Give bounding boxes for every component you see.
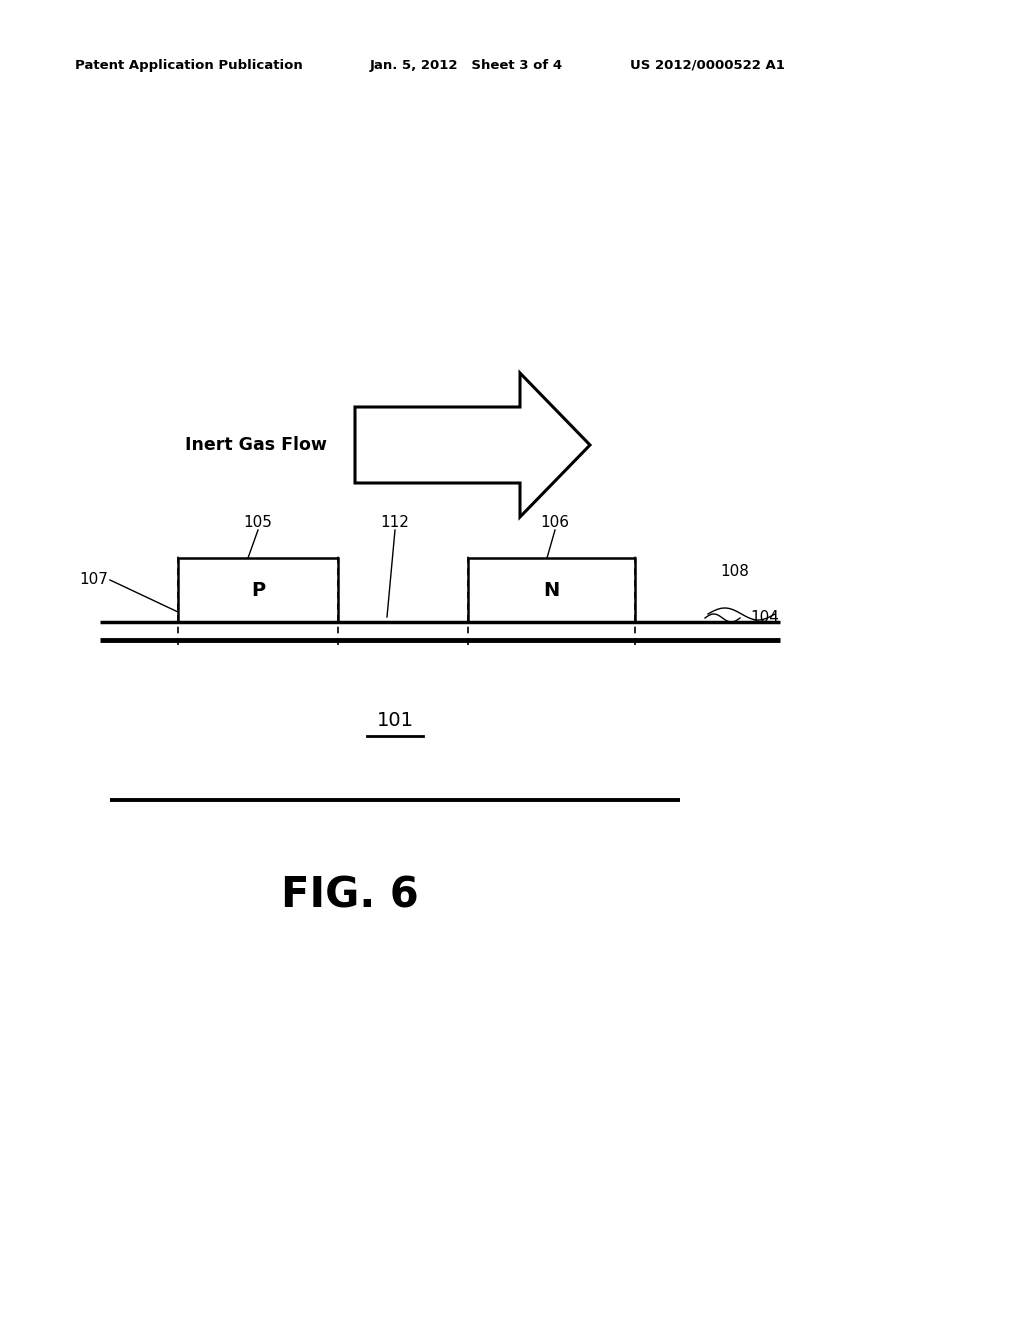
Text: 105: 105 (244, 515, 272, 531)
Text: 104: 104 (750, 610, 779, 626)
Text: Jan. 5, 2012   Sheet 3 of 4: Jan. 5, 2012 Sheet 3 of 4 (370, 58, 563, 71)
Text: 108: 108 (720, 565, 749, 579)
Text: 112: 112 (381, 515, 410, 531)
Bar (468, 558, 635, 622)
Text: 101: 101 (377, 710, 414, 730)
Text: 106: 106 (541, 515, 569, 531)
Polygon shape (355, 374, 590, 517)
Text: Patent Application Publication: Patent Application Publication (75, 58, 303, 71)
Text: US 2012/0000522 A1: US 2012/0000522 A1 (630, 58, 784, 71)
Text: 107: 107 (79, 573, 108, 587)
Text: Inert Gas Flow: Inert Gas Flow (185, 436, 327, 454)
Text: FIG. 6: FIG. 6 (282, 874, 419, 916)
Text: P: P (251, 581, 265, 599)
Text: N: N (544, 581, 560, 599)
Bar (178, 558, 338, 622)
